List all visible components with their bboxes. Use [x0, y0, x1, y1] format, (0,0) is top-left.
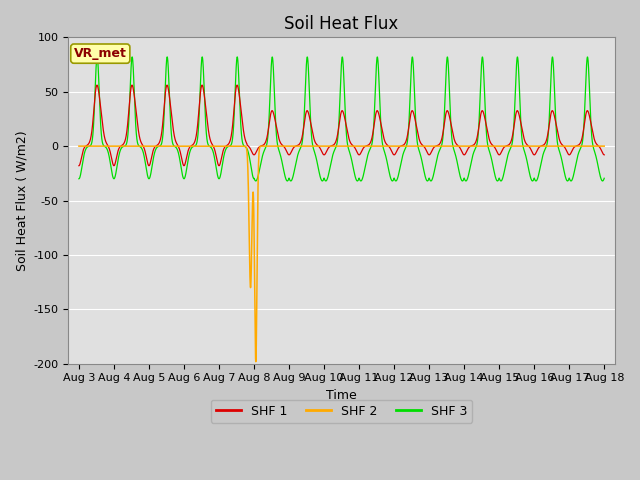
- Title: Soil Heat Flux: Soil Heat Flux: [284, 15, 399, 33]
- Y-axis label: Soil Heat Flux ( W/m2): Soil Heat Flux ( W/m2): [15, 130, 28, 271]
- Text: VR_met: VR_met: [74, 47, 127, 60]
- Legend: SHF 1, SHF 2, SHF 3: SHF 1, SHF 2, SHF 3: [211, 400, 472, 423]
- X-axis label: Time: Time: [326, 389, 357, 402]
